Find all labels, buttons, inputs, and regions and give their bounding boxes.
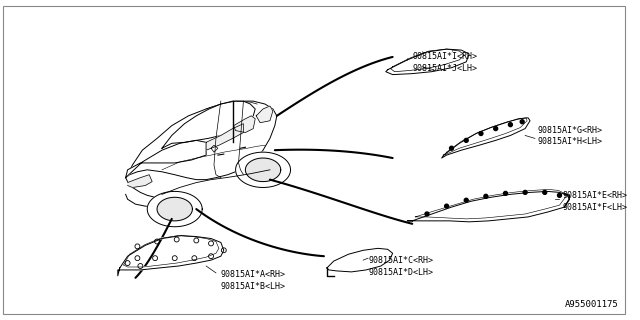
Polygon shape [157, 197, 193, 221]
Circle shape [484, 194, 488, 198]
Circle shape [464, 198, 468, 202]
Text: 90815AI*G<RH>
90815AI*H<LH>: 90815AI*G<RH> 90815AI*H<LH> [538, 126, 603, 147]
Polygon shape [256, 106, 273, 123]
Polygon shape [162, 101, 255, 148]
Circle shape [493, 127, 498, 131]
Polygon shape [327, 248, 392, 272]
Polygon shape [147, 180, 196, 229]
Text: 90815AI*I<RH>
90815AI*J<LH>: 90815AI*I<RH> 90815AI*J<LH> [412, 52, 477, 73]
Text: A955001175: A955001175 [564, 300, 618, 309]
Polygon shape [147, 191, 202, 227]
Text: 90815AI*A<RH>
90815AI*B<LH>: 90815AI*A<RH> 90815AI*B<LH> [221, 270, 286, 291]
Circle shape [523, 190, 527, 194]
Polygon shape [127, 175, 152, 188]
Polygon shape [442, 118, 530, 158]
Circle shape [445, 204, 449, 208]
Circle shape [425, 212, 429, 216]
Polygon shape [407, 189, 570, 222]
Polygon shape [236, 152, 291, 188]
Polygon shape [125, 140, 206, 178]
Circle shape [543, 190, 547, 194]
Polygon shape [118, 236, 224, 276]
Polygon shape [245, 158, 281, 181]
Circle shape [479, 132, 483, 135]
Circle shape [520, 120, 524, 124]
Polygon shape [386, 49, 469, 75]
Polygon shape [125, 178, 162, 207]
Text: 90815AI*E<RH>
90815AI*F<LH>: 90815AI*E<RH> 90815AI*F<LH> [563, 191, 627, 212]
Circle shape [449, 146, 454, 150]
Text: 90815AI*C<RH>
90815AI*D<LH>: 90815AI*C<RH> 90815AI*D<LH> [368, 256, 433, 277]
Polygon shape [234, 116, 255, 132]
Polygon shape [125, 101, 276, 180]
Polygon shape [206, 124, 243, 150]
Circle shape [557, 193, 561, 197]
Circle shape [508, 123, 513, 127]
Circle shape [504, 191, 508, 195]
Circle shape [464, 139, 468, 142]
